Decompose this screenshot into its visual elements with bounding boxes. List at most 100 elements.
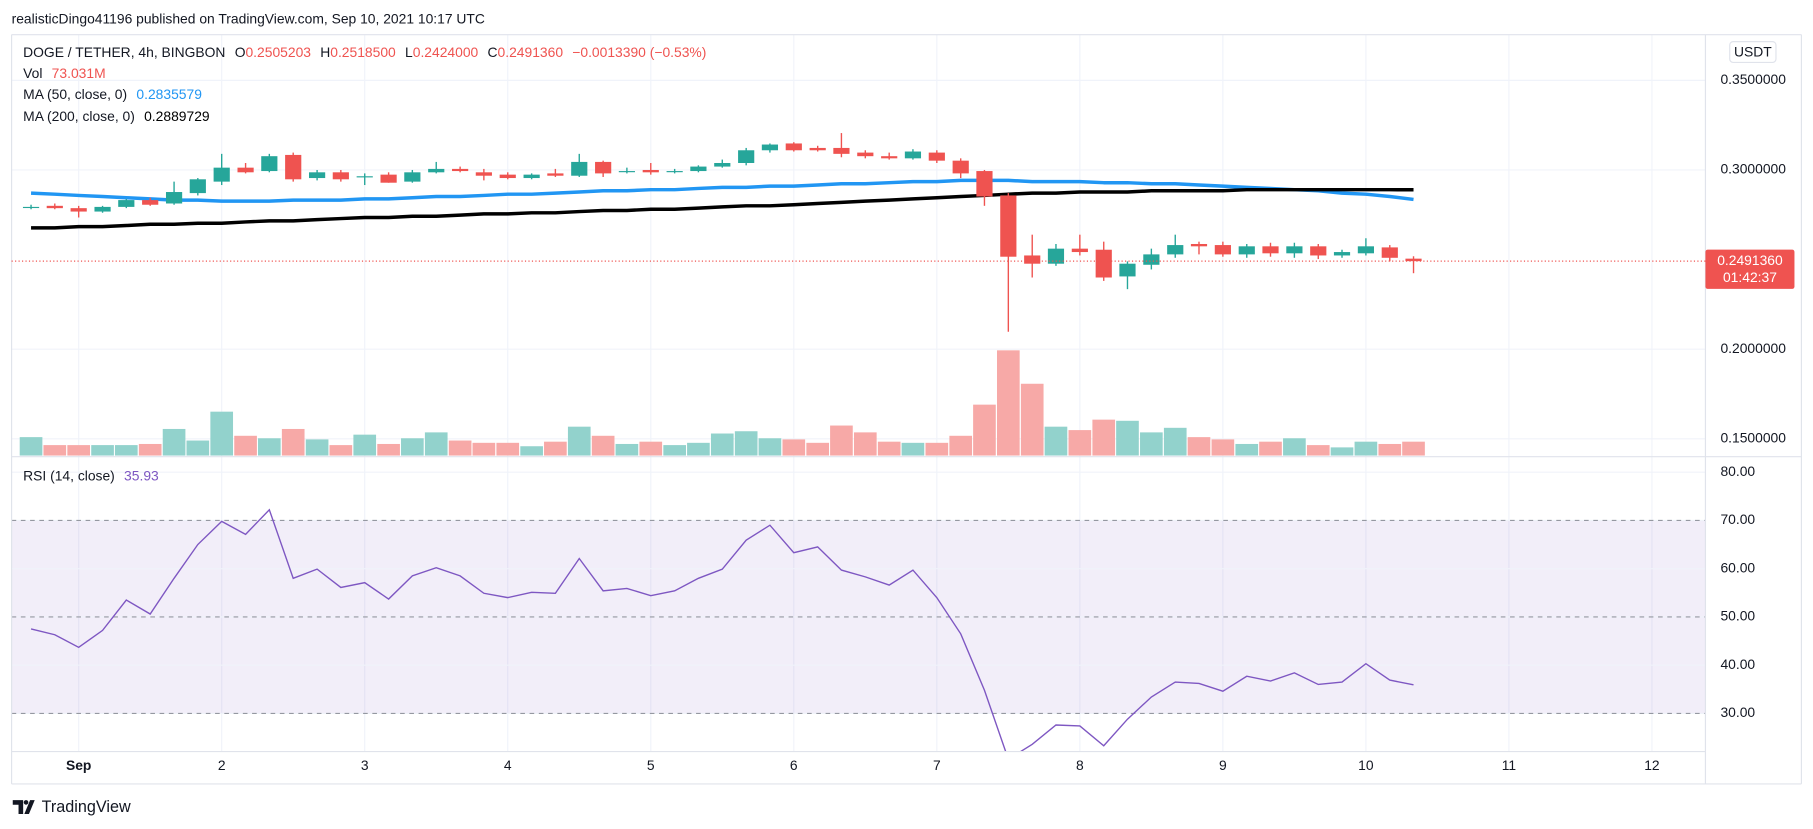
volume-bar	[114, 445, 138, 456]
ohlc-value: 0.2491360	[498, 44, 564, 60]
ma-name: MA (200, close, 0)	[23, 107, 135, 123]
candle-body	[738, 150, 755, 163]
volume-bar	[281, 428, 305, 456]
candle-body	[237, 167, 254, 173]
x-tick-label: 2	[218, 757, 226, 773]
volume-bar	[67, 445, 91, 456]
candle-body	[857, 152, 874, 157]
volume-bar	[687, 442, 710, 456]
volume-name: Vol	[23, 65, 42, 81]
volume-bar	[949, 435, 973, 456]
candle-body	[618, 171, 635, 173]
volume-bar	[1092, 419, 1116, 456]
volume-value: 73.031M	[52, 65, 106, 81]
candle-body	[1262, 246, 1279, 254]
grid	[11, 34, 1706, 752]
rsi-tick-label: 70.00	[1720, 511, 1755, 527]
candle-body	[595, 161, 612, 174]
x-tick-label: 4	[504, 757, 512, 773]
candle-body	[976, 171, 993, 197]
volume-bar	[591, 435, 615, 456]
candle-body	[547, 173, 564, 176]
volume-bar	[1354, 441, 1378, 456]
x-tick-label: 12	[1644, 757, 1660, 773]
candle-body	[1333, 252, 1351, 256]
candle-body	[714, 162, 731, 167]
candle-body	[1167, 245, 1184, 255]
volume-bar	[1306, 445, 1330, 456]
x-tick-label: 7	[933, 757, 941, 773]
candle-body	[761, 144, 779, 151]
candle-body	[833, 147, 850, 154]
volume-bar	[877, 441, 901, 456]
candle-body	[261, 156, 278, 172]
volume-bar	[734, 431, 758, 456]
x-tick-label: 8	[1076, 757, 1084, 773]
moving-average-line	[31, 187, 1414, 230]
y-tick-label: 0.1500000	[1720, 429, 1786, 445]
brand-logo	[12, 800, 35, 814]
candle-body	[189, 179, 206, 194]
candle-body	[904, 151, 922, 159]
y-tick-label: 0.3500000	[1720, 71, 1786, 87]
candle-body	[571, 161, 588, 176]
x-tick-label: 3	[361, 757, 369, 773]
currency-label[interactable]: USDT	[1734, 43, 1772, 59]
volume-bar	[544, 441, 567, 456]
volume-bar	[43, 445, 67, 456]
volume-bar	[1068, 430, 1092, 456]
volume-bar	[1163, 427, 1187, 456]
ma-legend: MA (200, close, 0) 0.2889729	[23, 107, 210, 123]
candle-body	[1190, 243, 1208, 247]
volume-bar	[138, 443, 162, 456]
candle-body	[1119, 263, 1136, 277]
ohlc-value: 0.2505203	[245, 44, 311, 60]
volume-legend: Vol 73.031M	[23, 65, 105, 81]
publisher-line: realisticDingo41196 published on Trading…	[12, 10, 485, 26]
rsi-tick-label: 80.00	[1720, 463, 1755, 479]
currency-button[interactable]	[1729, 41, 1777, 64]
volume-bar	[806, 442, 830, 456]
volume-bar	[830, 425, 853, 456]
rsi-line	[30, 508, 1414, 752]
ohlc-key: L	[405, 44, 413, 60]
rsi-pane	[30, 508, 1414, 752]
volume-bar	[997, 350, 1020, 456]
rsi-name: RSI (14, close)	[23, 467, 115, 483]
candle-body	[309, 172, 326, 179]
volume-bar	[1235, 443, 1259, 456]
candle-body	[1357, 246, 1374, 254]
y-tick-label: 0.3000000	[1720, 161, 1786, 177]
candle-body	[22, 206, 40, 209]
ohlc-value: 0.2424000	[413, 44, 479, 60]
volume-bar	[520, 446, 543, 456]
candle-body	[142, 200, 159, 205]
ma-value: 0.2835579	[136, 85, 202, 101]
volume-bar	[1283, 438, 1306, 456]
last-price-label: 0.2491360	[1717, 252, 1783, 268]
rsi-tick-label: 60.00	[1720, 559, 1755, 575]
ohlc-key: O	[235, 44, 246, 60]
volume-bar	[615, 443, 639, 456]
candle-body	[404, 172, 421, 182]
volume-bar	[663, 445, 686, 456]
rsi-value: 35.93	[124, 467, 159, 483]
price-pane	[19, 133, 1425, 456]
ma-name: MA (50, close, 0)	[23, 85, 127, 101]
volume-bar	[1116, 420, 1139, 456]
candle-body	[523, 174, 540, 179]
volume-bar	[472, 442, 496, 456]
volume-bar	[19, 437, 43, 456]
volume-bar	[496, 442, 520, 456]
symbol-legend: DOGE / TETHER, 4h, BINGBON O0.2505203 H0.2…	[23, 44, 706, 60]
ohlc-key: C	[488, 44, 498, 60]
candle-body	[1214, 245, 1231, 255]
logo-dot	[23, 800, 29, 805]
candle-body	[380, 174, 397, 183]
candle-body	[1047, 248, 1065, 264]
volume-bar	[1211, 439, 1235, 456]
candle-body	[785, 143, 802, 151]
candle-body	[1286, 246, 1303, 254]
candle-body	[642, 169, 659, 173]
